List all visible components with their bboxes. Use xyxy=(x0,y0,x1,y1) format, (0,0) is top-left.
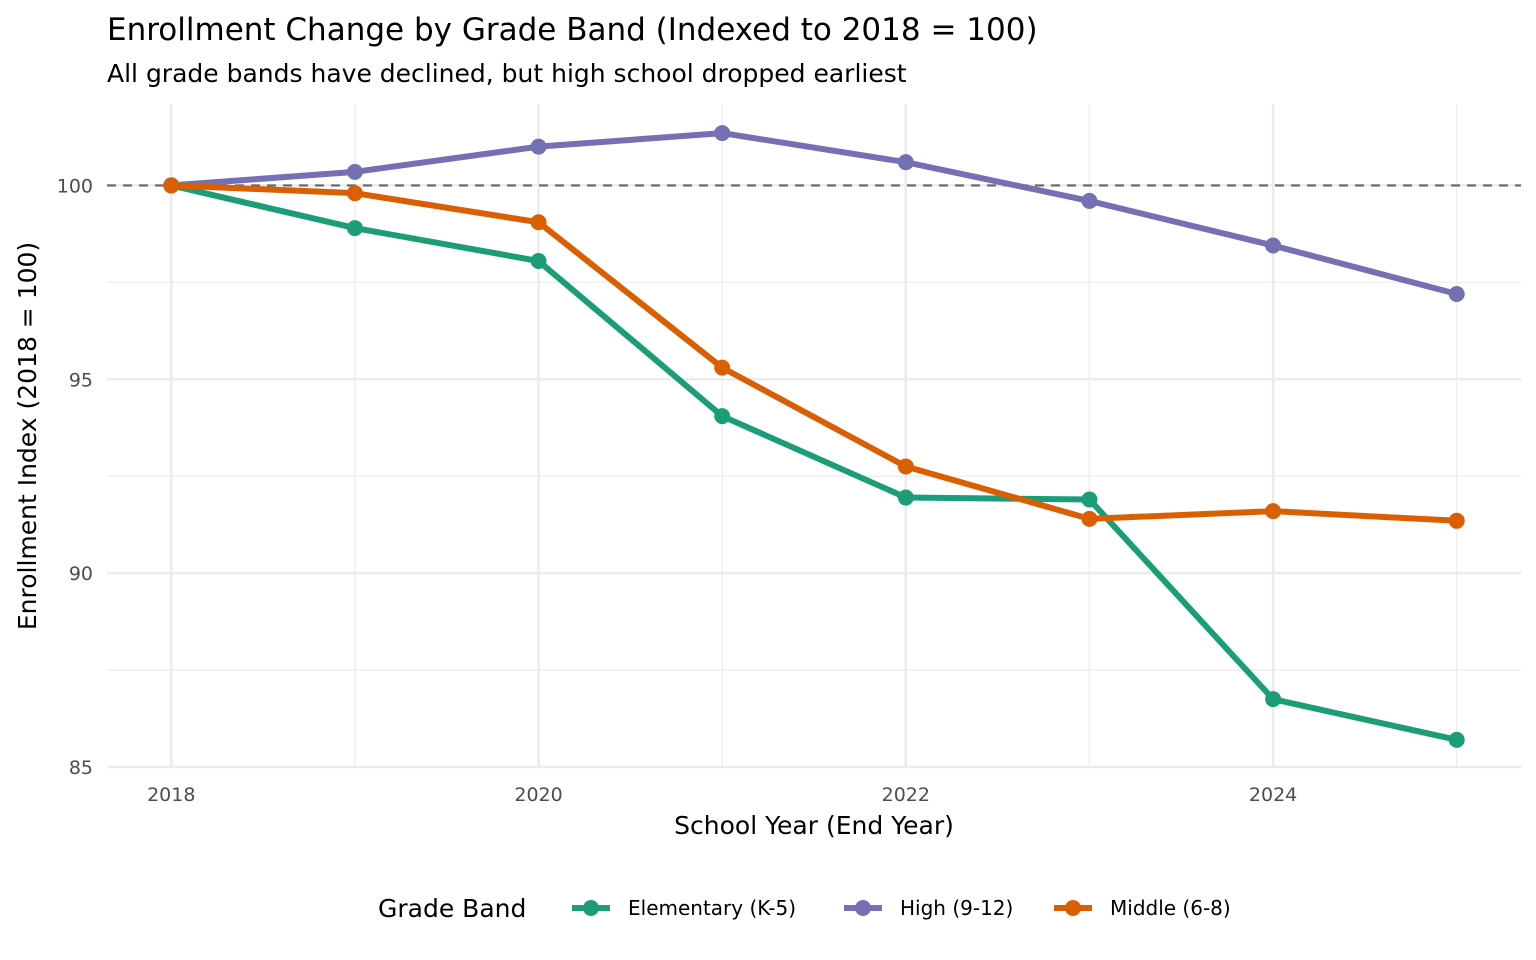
data-point xyxy=(346,220,363,237)
data-point xyxy=(897,154,914,171)
data-point xyxy=(1265,691,1282,708)
legend-items: Elementary (K-5) High (9-12) Middle (6-8) xyxy=(572,896,1231,920)
data-point xyxy=(714,408,731,425)
data-point xyxy=(530,138,547,155)
data-point xyxy=(1265,237,1282,254)
major-gridlines xyxy=(107,104,1521,769)
data-point xyxy=(897,458,914,475)
x-tick-label: 2024 xyxy=(1249,784,1297,806)
data-point xyxy=(1081,491,1098,508)
legend-item: High (9-12) xyxy=(844,896,1013,920)
legend-label: Middle (6-8) xyxy=(1110,896,1231,920)
y-tick-label: 85 xyxy=(69,757,93,779)
y-axis-title: Enrollment Index (2018 = 100) xyxy=(13,242,42,630)
data-point xyxy=(346,185,363,202)
legend-item: Elementary (K-5) xyxy=(572,896,796,920)
series-line-1 xyxy=(171,130,1458,297)
y-tick-label: 95 xyxy=(69,369,93,391)
legend-item: Middle (6-8) xyxy=(1054,896,1231,920)
data-point xyxy=(1265,503,1282,520)
chart-title: Enrollment Change by Grade Band (Indexed… xyxy=(107,12,1038,48)
data-point xyxy=(1081,192,1098,209)
y-tick-label: 100 xyxy=(57,175,93,197)
minor-gridlines xyxy=(107,104,1521,767)
legend-label: Elementary (K-5) xyxy=(628,896,796,920)
legend-key-point xyxy=(1065,900,1081,916)
legend-label: High (9-12) xyxy=(900,896,1013,920)
legend: Grade Band Elementary (K-5) High (9-12) Mi… xyxy=(378,894,1231,923)
y-axis-ticks: 85 90 95 100 xyxy=(57,175,93,779)
data-point xyxy=(530,214,547,231)
data-point xyxy=(1448,285,1465,302)
y-tick-label: 90 xyxy=(69,563,93,585)
x-tick-label: 2020 xyxy=(514,784,562,806)
legend-key-point xyxy=(855,900,871,916)
data-point xyxy=(714,125,731,142)
x-tick-label: 2022 xyxy=(882,784,930,806)
series-lines xyxy=(170,130,1458,743)
x-tick-label: 2018 xyxy=(147,784,195,806)
legend-key-point xyxy=(583,900,599,916)
data-point xyxy=(530,253,547,270)
series-points xyxy=(163,125,1465,748)
x-axis-title: School Year (End Year) xyxy=(674,811,954,840)
data-point xyxy=(714,359,731,376)
data-point xyxy=(1081,510,1098,527)
data-point xyxy=(1448,512,1465,529)
data-point xyxy=(1448,731,1465,748)
data-point xyxy=(163,177,180,194)
data-point xyxy=(346,163,363,180)
chart-subtitle: All grade bands have declined, but high … xyxy=(107,59,907,88)
data-point xyxy=(897,489,914,506)
legend-title: Grade Band xyxy=(378,894,526,923)
series-line-2 xyxy=(171,182,1457,524)
series-line-0 xyxy=(170,182,1458,743)
x-axis-ticks: 2018 2020 2022 2024 xyxy=(147,784,1297,806)
